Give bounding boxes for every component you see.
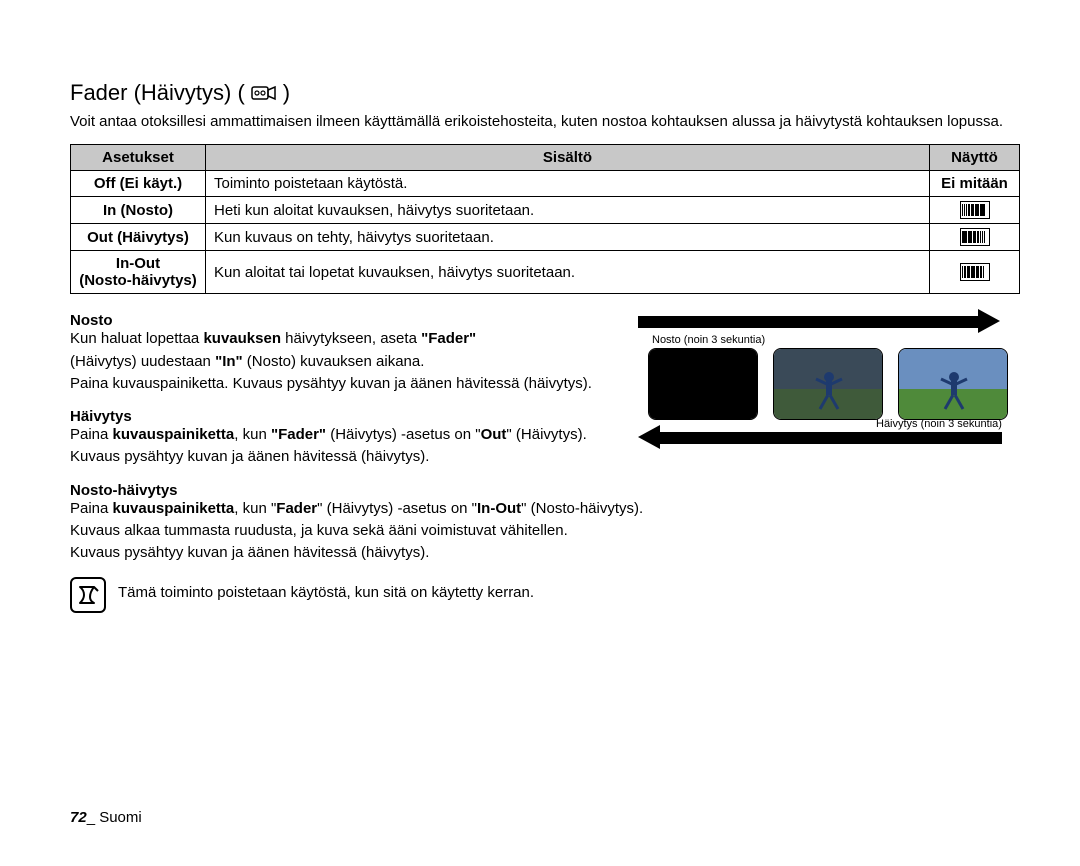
section-nostohaivytys: Nosto-häivytys Paina kuvauspainiketta, k… (70, 482, 1020, 564)
diagram-label-bottom: Häivytys (noin 3 sekuntia) (876, 418, 1002, 430)
header-display: Näyttö (930, 145, 1020, 171)
table-row-content: Toiminto poistetaan käytöstä. (206, 171, 930, 197)
table-row-content: Kun kuvaus on tehty, häivytys suoritetaa… (206, 224, 930, 251)
table-row-setting: In (Nosto) (71, 197, 206, 224)
arrow-top-head (978, 309, 1000, 333)
table-row-setting: Out (Häivytys) (71, 224, 206, 251)
thumb-full (898, 348, 1008, 420)
table-row-content: Heti kun aloitat kuvauksen, häivytys suo… (206, 197, 930, 224)
table-row-display (930, 197, 1020, 224)
arrow-top-bar (638, 316, 978, 328)
table-row-setting: Off (Ei käyt.) (71, 171, 206, 197)
note-icon (70, 577, 106, 613)
header-content: Sisältö (206, 145, 930, 171)
title-prefix: Fader (Häivytys) ( (70, 80, 245, 106)
nh-line1: Paina kuvauspainiketta, kun "Fader" (Häi… (70, 499, 1020, 519)
haivytys-line2: Kuvaus pysähtyy kuvan ja äänen hävitessä… (70, 447, 622, 467)
section-haivytys: Häivytys Paina kuvauspainiketta, kun "Fa… (70, 408, 622, 468)
header-settings: Asetukset (71, 145, 206, 171)
page-title: Fader (Häivytys) ( ) (70, 80, 1020, 106)
haivytys-line1: Paina kuvauspainiketta, kun "Fader" (Häi… (70, 425, 622, 445)
nh-line3: Kuvaus pysähtyy kuvan ja äänen hävitessä… (70, 543, 1020, 563)
section-nosto: Nosto Kun haluat lopettaa kuvauksen häiv… (70, 312, 622, 394)
page-number: 72 (70, 809, 87, 826)
camcorder-icon (251, 84, 277, 102)
diagram-label-top: Nosto (noin 3 sekuntia) (652, 334, 765, 346)
table-row-display: Ei mitään (930, 171, 1020, 197)
page-footer: 72_ Suomi (70, 809, 142, 826)
arrow-bottom-bar (660, 432, 1002, 444)
nh-line2: Kuvaus alkaa tummasta ruudusta, ja kuva … (70, 521, 1020, 541)
nosto-line2: (Häivytys) uudestaan "In" (Nosto) kuvauk… (70, 352, 622, 372)
fade-diagram: Nosto (noin 3 sekuntia) (638, 312, 1020, 447)
settings-table: Asetukset Sisältö Näyttö Off (Ei käyt.)T… (70, 144, 1020, 294)
heading-haivytys: Häivytys (70, 408, 622, 425)
heading-nostohaivytys: Nosto-häivytys (70, 482, 1020, 499)
thumb-black (648, 348, 758, 420)
table-row-display (930, 224, 1020, 251)
heading-nosto: Nosto (70, 312, 622, 329)
table-row-content: Kun aloitat tai lopetat kuvauksen, häivy… (206, 251, 930, 294)
table-row-display (930, 251, 1020, 294)
arrow-bottom-head (638, 425, 660, 449)
nosto-line3: Paina kuvauspainiketta. Kuvaus pysähtyy … (70, 374, 622, 394)
title-suffix: ) (283, 80, 290, 106)
page-lang: Suomi (99, 809, 142, 826)
table-row-setting: In-Out(Nosto-häivytys) (71, 251, 206, 294)
note-row: Tämä toiminto poistetaan käytöstä, kun s… (70, 577, 1020, 613)
note-text: Tämä toiminto poistetaan käytöstä, kun s… (118, 577, 534, 603)
thumb-mid (773, 348, 883, 420)
nosto-line1: Kun haluat lopettaa kuvauksen häivytykse… (70, 329, 622, 349)
intro-text: Voit antaa otoksillesi ammattimaisen ilm… (70, 112, 1020, 132)
